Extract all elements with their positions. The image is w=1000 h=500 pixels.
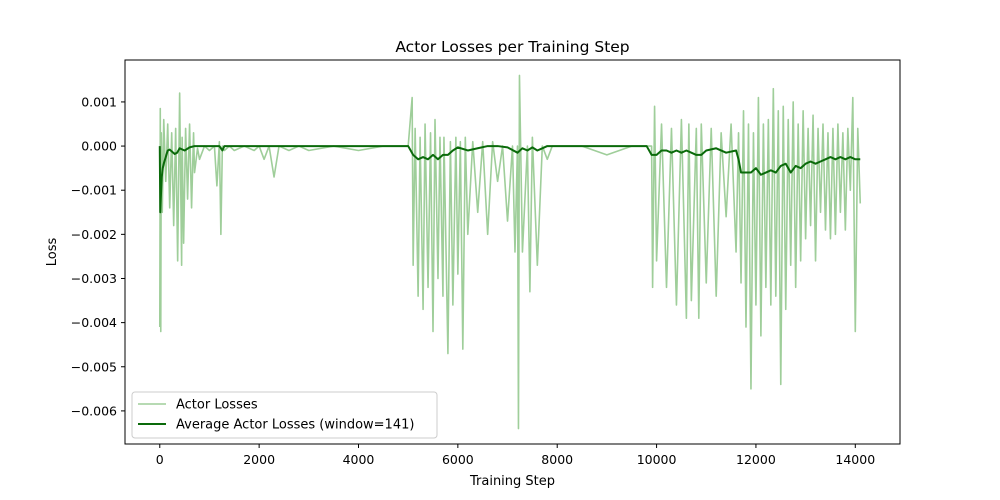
x-axis: 0 2000 4000 6000 8000 10000 12000 14000: [156, 444, 875, 467]
x-tick-label: 0: [156, 452, 164, 467]
series-line-1: [158, 74, 862, 430]
y-tick-label: −0.003: [71, 271, 117, 286]
plot-area: [158, 74, 862, 430]
legend-label-2: Average Actor Losses (window=141): [176, 418, 414, 433]
x-tick-label: 10000: [637, 452, 677, 467]
series-line-2: [158, 145, 861, 214]
y-axis: 0.001 0.000 −0.001 −0.002 −0.003 −0.004 −0.005…: [71, 94, 125, 418]
x-tick-label: 2000: [243, 452, 275, 467]
y-tick-label: −0.006: [71, 403, 117, 418]
plot-frame: [124, 59, 901, 445]
legend: Actor Losses Average Actor Losses (window…: [131, 391, 438, 439]
y-tick-label: 0.001: [81, 94, 117, 109]
x-axis-title: Training Step: [469, 474, 555, 489]
legend-box: [131, 391, 438, 439]
y-tick-label: 0.000: [81, 139, 117, 154]
x-tick-label: 14000: [835, 452, 875, 467]
y-tick-label: −0.005: [71, 359, 117, 374]
y-tick-label: −0.004: [71, 315, 117, 330]
y-axis-title: Loss: [45, 238, 60, 267]
y-tick-label: −0.001: [71, 183, 117, 198]
x-tick-label: 12000: [736, 452, 776, 467]
x-tick-label: 8000: [541, 452, 573, 467]
legend-label-1: Actor Losses: [176, 398, 258, 413]
x-tick-label: 6000: [442, 452, 474, 467]
y-tick-label: −0.002: [71, 227, 117, 242]
x-tick-label: 4000: [343, 452, 375, 467]
chart-title: Actor Losses per Training Step: [395, 38, 629, 56]
